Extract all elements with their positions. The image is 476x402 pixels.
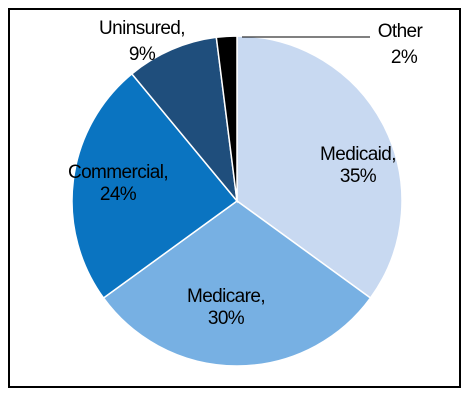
slice-label-other: Other 2% xyxy=(378,21,424,68)
svg-text:Medicaid,: Medicaid, xyxy=(320,144,396,165)
commercial-name: Commercial xyxy=(68,162,163,183)
uninsured-percent: 9% xyxy=(129,44,156,65)
pie-slice-medicare xyxy=(102,200,372,367)
svg-text:Uninsured,: Uninsured, xyxy=(99,18,185,39)
pie-slice-commercial xyxy=(71,72,239,300)
other-name: Other xyxy=(378,21,424,42)
slice-label-uninsured: Uninsured, 9% xyxy=(99,18,186,65)
slice-label-commercial: Commercial, 24% xyxy=(68,162,169,205)
pie-slice-other xyxy=(215,35,238,202)
commercial-percent: 24% xyxy=(100,184,137,205)
medicare-percent: 30% xyxy=(208,308,245,329)
medicare-name: Medicare xyxy=(187,286,260,307)
other-percent: 2% xyxy=(391,47,418,68)
slice-label-medicaid: Medicaid, 35% xyxy=(320,144,397,187)
svg-text:Medicare,: Medicare, xyxy=(187,286,265,307)
uninsured-name: Uninsured xyxy=(99,18,180,39)
medicaid-percent: 35% xyxy=(340,166,377,187)
slice-label-medicare: Medicare, 30% xyxy=(187,286,266,329)
pie-slice-uninsured xyxy=(130,36,239,204)
pie-slices xyxy=(71,35,403,367)
svg-text:Commercial,: Commercial, xyxy=(68,162,168,183)
pie-slice-medicaid xyxy=(236,35,403,300)
medicaid-name: Medicaid xyxy=(320,144,391,165)
